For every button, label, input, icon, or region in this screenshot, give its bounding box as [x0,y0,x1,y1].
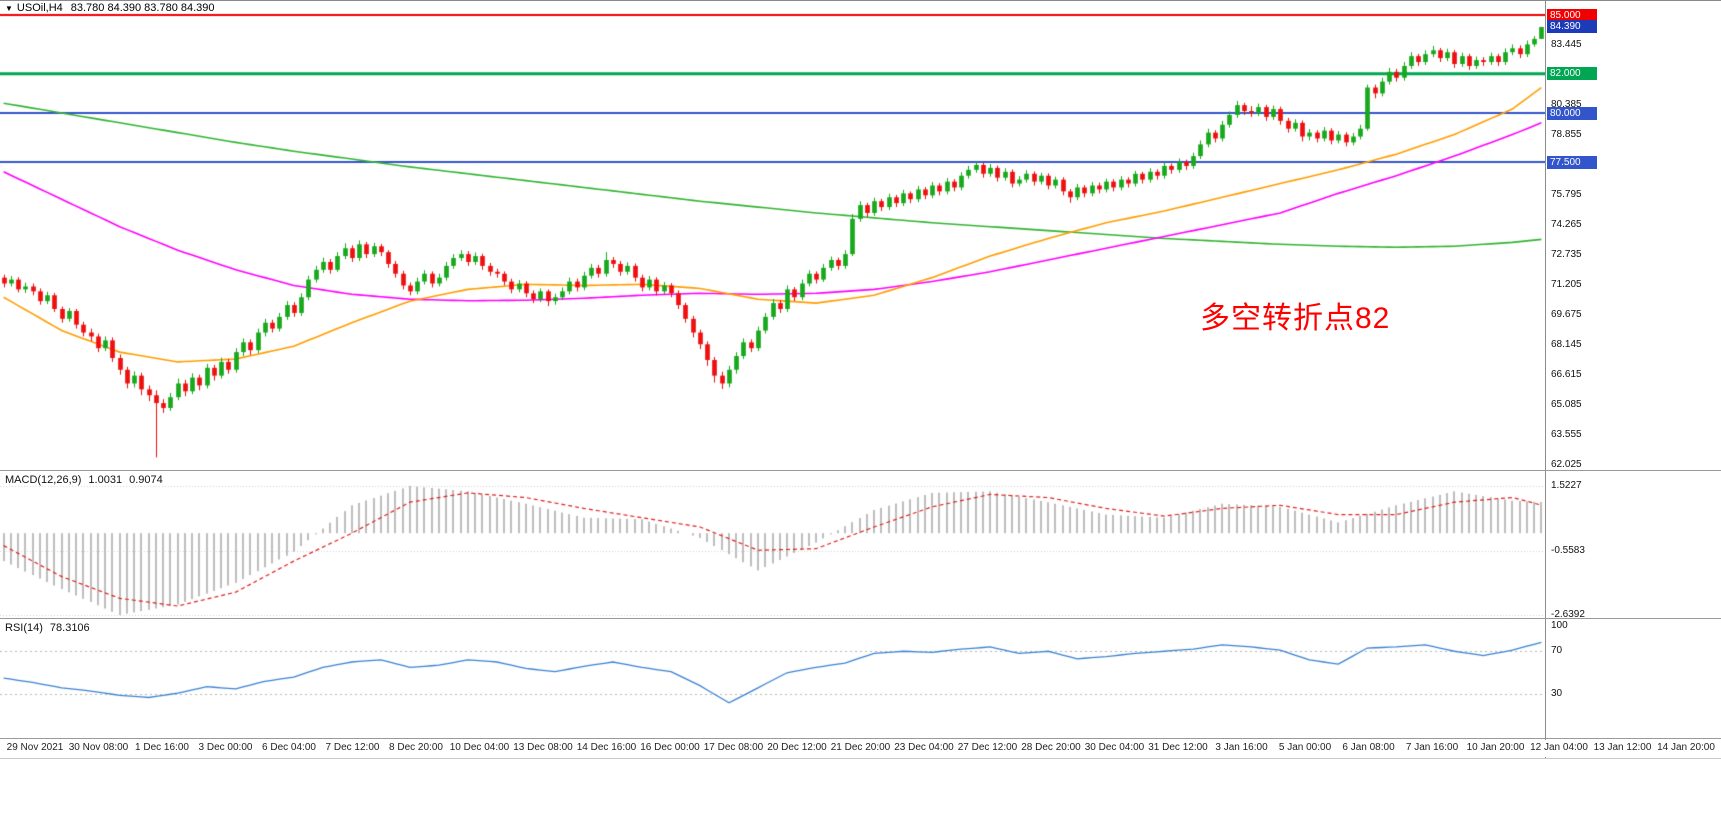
macd-signal-value: 0.9074 [129,474,163,486]
date-label: 12 Jan 04:00 [1530,742,1588,753]
price-axis-label: 78.855 [1551,129,1582,141]
date-label: 7 Jan 16:00 [1405,742,1459,753]
date-label: 6 Dec 04:00 [262,742,316,753]
date-label: 13 Dec 08:00 [513,742,573,753]
ohlc-values: 83.780 84.390 83.780 84.390 [70,2,215,14]
chart-title: ▼ USOil,H4 83.780 84.390 83.780 84.390 [5,2,215,14]
date-label: 5 Jan 00:00 [1278,742,1332,753]
date-label: 29 Nov 2021 [6,742,64,753]
macd-axis-label: -2.6392 [1551,609,1585,620]
rsi-axis-label: 70 [1551,645,1563,657]
rsi-value: 78.3106 [49,622,90,634]
price-level-badge: 77.500 [1547,155,1597,169]
date-label: 21 Dec 20:00 [830,742,891,753]
macd-main-value: 1.0031 [88,474,123,486]
price-level-badge: 84.390 [1547,20,1597,34]
rsi-panel-canvas[interactable] [0,619,1545,738]
price-axis-label: 68.145 [1551,339,1582,351]
date-label: 14 Dec 16:00 [576,742,637,753]
date-label: 3 Dec 00:00 [198,742,253,753]
date-label: 31 Dec 12:00 [1148,742,1208,753]
price-level-badge: 80.000 [1547,106,1597,120]
macd-panel-canvas[interactable] [0,471,1545,618]
macd-axis-label: -0.5583 [1551,544,1585,556]
price-axis-label: 71.205 [1551,279,1582,291]
price-axis-label: 72.735 [1551,249,1582,261]
price-axis-label: 62.025 [1551,459,1582,471]
price-axis-label: 80.385 [1551,99,1582,111]
panel-separator[interactable] [0,738,1721,739]
date-label: 1 Dec 16:00 [135,742,189,753]
date-label: 28 Dec 20:00 [1021,742,1081,753]
price-chart-canvas[interactable] [0,1,1545,470]
price-axis-label: 75.795 [1551,189,1582,201]
date-label: 20 Dec 12:00 [767,742,827,753]
date-label: 3 Jan 16:00 [1215,742,1268,753]
macd-name: MACD(12,26,9) [5,474,82,486]
rsi-indicator-label: RSI(14) 78.3106 [5,622,97,634]
date-label: 13 Jan 12:00 [1593,742,1652,753]
price-level-badge: 85.000 [1547,8,1597,22]
date-label: 23 Dec 04:00 [894,742,954,753]
rsi-axis-label: 100 [1551,620,1568,631]
price-axis-label: 74.265 [1551,219,1582,231]
rsi-axis-label: 30 [1551,688,1563,700]
rsi-name: RSI(14) [5,622,43,634]
date-label: 7 Dec 12:00 [325,742,380,753]
price-level-badge: 82.000 [1547,67,1597,81]
price-axis-label: 83.445 [1551,39,1582,51]
collapse-arrow-icon[interactable]: ▼ [5,4,13,13]
macd-axis-label: 1.5227 [1551,479,1582,491]
date-label: 8 Dec 20:00 [389,742,443,753]
macd-indicator-label: MACD(12,26,9) 1.0031 0.9074 [5,474,170,486]
price-axis-label: 69.675 [1551,309,1582,321]
date-label: 14 Jan 20:00 [1657,742,1715,753]
time-axis[interactable]: 29 Nov 2021 30 Nov 08:00 1 Dec 16:00 3 Dec … [0,740,1721,757]
date-label: 10 Dec 04:00 [449,742,510,753]
price-axis[interactable]: 83.44580.38578.85577.32575.79574.26572.7… [1545,1,1721,758]
date-label: 30 Nov 08:00 [68,742,129,753]
symbol-period-label: USOil,H4 [16,2,63,14]
window-bottom-border [0,758,1721,759]
date-label: 27 Dec 12:00 [957,742,1018,753]
date-label: 16 Dec 00:00 [640,742,700,753]
panel-separator[interactable] [0,618,1721,619]
panel-separator[interactable] [0,470,1721,471]
date-label: 10 Jan 20:00 [1466,742,1525,753]
date-label: 17 Dec 08:00 [703,742,764,753]
price-axis-label: 65.085 [1551,399,1582,411]
price-axis-label: 63.555 [1551,429,1582,441]
chart-annotation-text[interactable]: 多空转折点82 [1200,302,1391,335]
date-label: 30 Dec 04:00 [1084,742,1145,753]
date-label: 6 Jan 08:00 [1342,742,1395,753]
price-axis-label: 66.615 [1551,369,1582,381]
